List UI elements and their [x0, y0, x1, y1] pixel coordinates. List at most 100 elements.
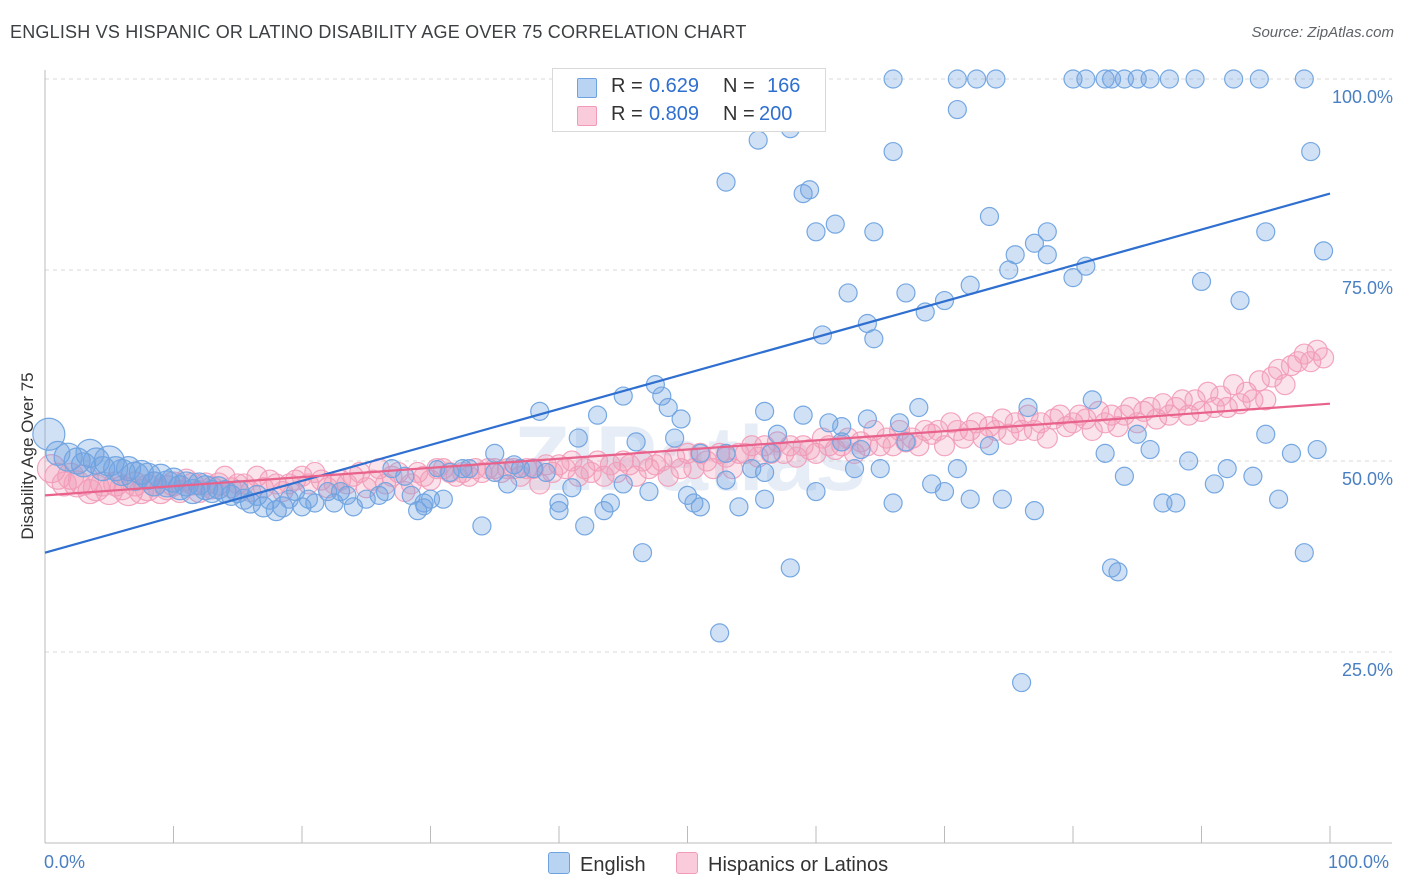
english-point [200, 479, 224, 504]
english-point [1230, 290, 1250, 311]
hispanic-point [1049, 404, 1071, 426]
english-point [626, 432, 646, 452]
legend-swatch-hispanic [676, 852, 698, 874]
english-point [1095, 443, 1115, 463]
english-point [806, 481, 826, 502]
english-point [832, 417, 852, 437]
english-point [960, 489, 980, 509]
english-point [1024, 233, 1045, 253]
english-point [832, 432, 852, 452]
english-point [485, 443, 505, 463]
english-point [1140, 439, 1160, 460]
y-tick-label: 25.0% [1342, 660, 1393, 680]
chart-title: ENGLISH VS HISPANIC OR LATINO DISABILITY… [10, 22, 747, 42]
legend-r-label: R = [611, 103, 643, 125]
english-point [947, 99, 967, 120]
hispanic-point [1184, 389, 1206, 411]
hispanic-point [998, 423, 1020, 445]
english-point [193, 475, 219, 501]
english-point [1063, 268, 1083, 288]
english-point [395, 466, 415, 486]
legend-n-label: N = [723, 75, 755, 97]
english-point [947, 69, 967, 89]
english-trend-line [44, 192, 1331, 554]
english-point [575, 516, 595, 536]
english-point [979, 436, 1000, 456]
english-point [472, 516, 492, 536]
y-axis-label: Disability Age Over 75 [18, 372, 37, 540]
english-point [851, 439, 871, 460]
english-point [793, 405, 813, 425]
english-point [1024, 501, 1045, 521]
english-point [265, 500, 287, 522]
english-point [305, 493, 325, 513]
english-point [754, 462, 775, 483]
english-point [780, 558, 800, 578]
y-tick-label: 100.0% [1332, 87, 1393, 107]
hispanic-point [580, 461, 602, 484]
hispanic-point [1255, 389, 1277, 411]
english-point [799, 180, 820, 200]
legend-english[interactable]: English [548, 852, 646, 877]
legend-hispanic[interactable]: Hispanics or Latinos [676, 852, 888, 877]
english-point [587, 405, 608, 425]
english-point [690, 497, 710, 517]
english-point [857, 409, 878, 429]
english-point [459, 459, 479, 479]
english-point [690, 443, 710, 463]
hispanic-point [1274, 374, 1296, 396]
english-point [549, 493, 569, 513]
legend-swatch-english [577, 78, 597, 98]
english-point [992, 489, 1012, 509]
english-point [1268, 489, 1289, 509]
x-tick-label-max: 100.0% [1328, 852, 1390, 872]
hispanic-point [574, 458, 596, 480]
english-point [825, 214, 845, 234]
hispanic-point [1216, 396, 1238, 419]
english-point [1166, 493, 1186, 513]
legend-r-value: 0.629 [649, 75, 700, 97]
english-point [1037, 222, 1057, 242]
hispanic-point [985, 419, 1007, 442]
english-point [1294, 69, 1314, 89]
english-point [639, 481, 659, 502]
legend-label-hispanic: Hispanics or Latinos [708, 854, 889, 876]
english-point [600, 493, 621, 513]
legend-row-hispanic: R = 0.809 N = 200 [553, 101, 825, 129]
english-point [337, 485, 357, 505]
legend-swatch-english [548, 852, 570, 874]
series-english-points [32, 69, 1334, 693]
english-point [1185, 69, 1205, 89]
english-point [742, 459, 762, 479]
legend-swatch-hispanic [577, 106, 597, 126]
english-point [710, 623, 730, 643]
english-point [677, 485, 698, 505]
english-point [1037, 245, 1057, 265]
english-point [986, 69, 1006, 89]
y-tick-labels: 25.0% 50.0% 75.0% 100.0% [1332, 87, 1393, 680]
english-point [806, 222, 826, 242]
english-point [716, 172, 736, 192]
english-point [1076, 69, 1096, 89]
english-point [864, 222, 884, 242]
english-point [883, 141, 903, 162]
hispanic-point [895, 431, 917, 453]
english-point [1179, 451, 1199, 471]
hispanic-point [914, 419, 936, 442]
gridlines [45, 78, 1392, 653]
english-point [1256, 222, 1276, 242]
english-point [909, 397, 929, 418]
english-point [292, 497, 312, 517]
english-point [1082, 390, 1102, 410]
english-point [658, 397, 678, 418]
x-tick-label-min: 0.0% [44, 852, 86, 872]
english-point [1140, 69, 1160, 89]
legend-n-value: 200 [759, 103, 793, 125]
english-point [671, 409, 691, 429]
english-point [1114, 466, 1135, 486]
english-point [883, 69, 903, 89]
stats-legend: R = 0.629 N = 166 R = 0.809 N = 200 [552, 68, 826, 132]
english-point [415, 498, 433, 516]
english-point [530, 401, 550, 421]
